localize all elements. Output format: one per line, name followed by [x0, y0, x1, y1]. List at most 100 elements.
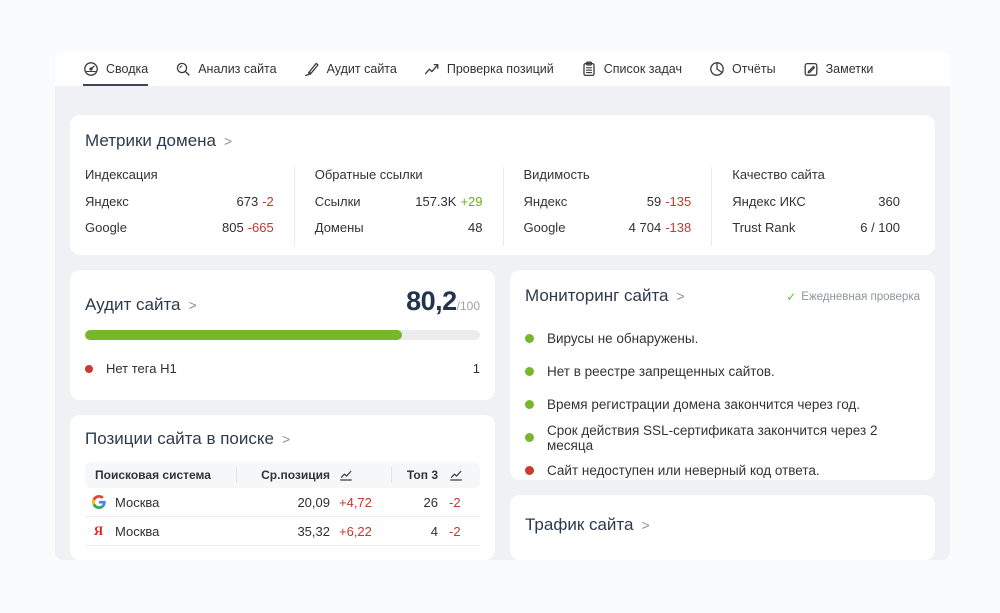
metric-row: Яндекс 673 -2: [85, 194, 274, 209]
magnifier-icon: [175, 61, 191, 77]
col-header-top3: Топ 3: [406, 468, 438, 482]
metric-column: Индексация Яндекс 673 -2 Google 805 -665: [85, 167, 294, 246]
audit-issues-list: Нет тега H1 1: [85, 361, 480, 376]
col-header-avg-position: Ср.позиция: [261, 468, 330, 482]
top3-value: 4: [430, 523, 438, 539]
tab-label: Анализ сайта: [198, 61, 277, 76]
metric-label: Google: [523, 220, 566, 235]
avg-position-delta: +6,22: [339, 523, 372, 539]
metric-label: Trust Rank: [732, 220, 796, 235]
monitoring-item: Срок действия SSL-сертификата закончится…: [525, 421, 920, 454]
metric-delta: +29: [460, 194, 483, 209]
chevron-right-icon: >: [676, 288, 685, 304]
metric-row: Google 4 704 -138: [524, 220, 692, 235]
metric-column-title: Качество сайта: [732, 167, 825, 182]
monitoring-card: Мониторинг сайта > ✓ Ежедневная проверка…: [510, 270, 935, 480]
gauge-icon: [83, 61, 99, 77]
trend-arrow-icon: [424, 61, 440, 77]
metric-row: Яндекс ИКС 360: [732, 194, 900, 209]
pie-chart-icon: [709, 61, 725, 77]
metric-value: 360: [878, 194, 900, 209]
region-label: Москва: [115, 494, 160, 510]
metric-column: Видимость Яндекс 59 -135 Google 4 704 -138: [502, 167, 712, 246]
audit-issue-row[interactable]: Нет тега H1 1: [85, 361, 480, 376]
issue-count: 1: [472, 361, 480, 376]
traffic-card: Трафик сайта >: [510, 495, 935, 560]
chevron-right-icon: >: [281, 431, 291, 447]
metric-label: Яндекс: [523, 194, 568, 209]
positions-table-body: Москва 20,09 +4,72 26 -2 Я Москва 35,32 +6,22 4 -2: [85, 488, 480, 546]
issue-label: Нет тега H1: [106, 361, 177, 376]
domain-metrics-title[interactable]: Метрики домена: [85, 131, 216, 150]
google-icon: [91, 495, 106, 510]
monitoring-item-text: Сайт недоступен или неверный код ответа.: [547, 463, 820, 478]
status-dot-icon: [525, 400, 534, 409]
audit-progress-fill: [85, 330, 402, 340]
tab-summary[interactable]: Сводка: [83, 52, 149, 86]
main-tab-bar: Сводка Анализ сайта Аудит сайта Проверка по…: [55, 52, 950, 86]
metric-label: Яндекс: [85, 194, 129, 209]
positions-title[interactable]: Позиции сайта в поиске: [85, 429, 274, 448]
monitoring-item-text: Вирусы не обнаружены.: [547, 331, 699, 346]
site-audit-title[interactable]: Аудит сайта: [85, 295, 181, 314]
tab-label: Заметки: [825, 61, 874, 76]
metric-value: 157.3K: [415, 194, 457, 209]
chevron-right-icon: >: [641, 517, 650, 533]
positions-row-yandex[interactable]: Я Москва 35,32 +6,22 4 -2: [85, 517, 480, 546]
dashboard-app: Сводка Анализ сайта Аудит сайта Проверка по…: [55, 52, 950, 560]
clipboard-icon: [581, 61, 597, 77]
content-area: Метрики домена > Индексация Яндекс 673 -2 Go…: [55, 86, 950, 560]
monitoring-item: Нет в реестре запрещенных сайтов.: [525, 355, 920, 388]
monitoring-item-text: Срок действия SSL-сертификата закончится…: [547, 422, 878, 453]
tab-clipboard[interactable]: Список задач: [581, 52, 682, 86]
positions-card: Позиции сайта в поиске > Поисковая систе…: [70, 415, 495, 560]
tab-pie-chart[interactable]: Отчёты: [709, 52, 776, 86]
site-audit-card: Аудит сайта > 80,2 /100 Нет тега H1 1: [70, 270, 495, 400]
chart-line-icon[interactable]: [339, 468, 353, 482]
metric-value: 805: [222, 220, 244, 235]
avg-position-value: 20,09: [297, 494, 330, 510]
tab-pen[interactable]: Аудит сайта: [304, 52, 397, 86]
tab-label: Аудит сайта: [326, 61, 397, 76]
chevron-right-icon: >: [224, 133, 233, 149]
monitoring-title[interactable]: Мониторинг сайта: [525, 286, 669, 305]
metric-label: Домены: [314, 220, 364, 235]
top3-delta: -2: [449, 523, 461, 539]
avg-position-delta: +4,72: [339, 494, 372, 510]
region-label: Москва: [115, 523, 160, 539]
metric-delta: -138: [665, 220, 692, 235]
tab-note[interactable]: Заметки: [803, 52, 874, 86]
metric-row: Ссылки 157.3K +29: [315, 194, 483, 209]
metric-row: Яндекс 59 -135: [524, 194, 692, 209]
domain-metrics-grid: Индексация Яндекс 673 -2 Google 805 -665 Обратн…: [85, 167, 920, 246]
tab-magnifier[interactable]: Анализ сайта: [175, 52, 277, 86]
metric-row: Trust Rank 6 / 100: [732, 220, 900, 235]
status-dot-icon: [525, 466, 534, 475]
chart-line-icon[interactable]: [449, 468, 463, 482]
metric-label: Ссылки: [314, 194, 361, 209]
yandex-icon: Я: [93, 523, 104, 538]
tab-trend-arrow[interactable]: Проверка позиций: [424, 52, 554, 86]
traffic-title[interactable]: Трафик сайта: [525, 515, 634, 534]
metric-row: Google 805 -665: [85, 220, 274, 235]
check-icon: ✓: [786, 290, 797, 304]
metric-column: Обратные ссылки Ссылки 157.3K +29 Домены 48: [293, 167, 503, 246]
metric-delta: -135: [665, 194, 692, 209]
tab-label: Список задач: [603, 61, 682, 76]
positions-table: Поисковая система Ср.позиция Топ 3 Москв…: [85, 462, 480, 546]
status-dot-icon: [525, 433, 534, 442]
col-header-search-engine: Поисковая система: [85, 467, 237, 483]
monitoring-item: Вирусы не обнаружены.: [525, 322, 920, 355]
metric-value: 59: [646, 194, 662, 209]
positions-row-google[interactable]: Москва 20,09 +4,72 26 -2: [85, 488, 480, 517]
monitoring-item: Время регистрации домена закончится чере…: [525, 388, 920, 421]
positions-table-header: Поисковая система Ср.позиция Топ 3: [85, 462, 480, 488]
monitoring-item: Сайт недоступен или неверный код ответа.: [525, 454, 920, 487]
tab-label: Сводка: [106, 61, 149, 76]
daily-check-label: Ежедневная проверка: [801, 291, 920, 303]
severity-dot-icon: [85, 364, 93, 373]
tab-label: Проверка позиций: [446, 61, 554, 76]
metric-column-title: Обратные ссылки: [314, 167, 423, 182]
metric-row: Домены 48: [315, 220, 483, 235]
status-dot-icon: [525, 367, 534, 376]
